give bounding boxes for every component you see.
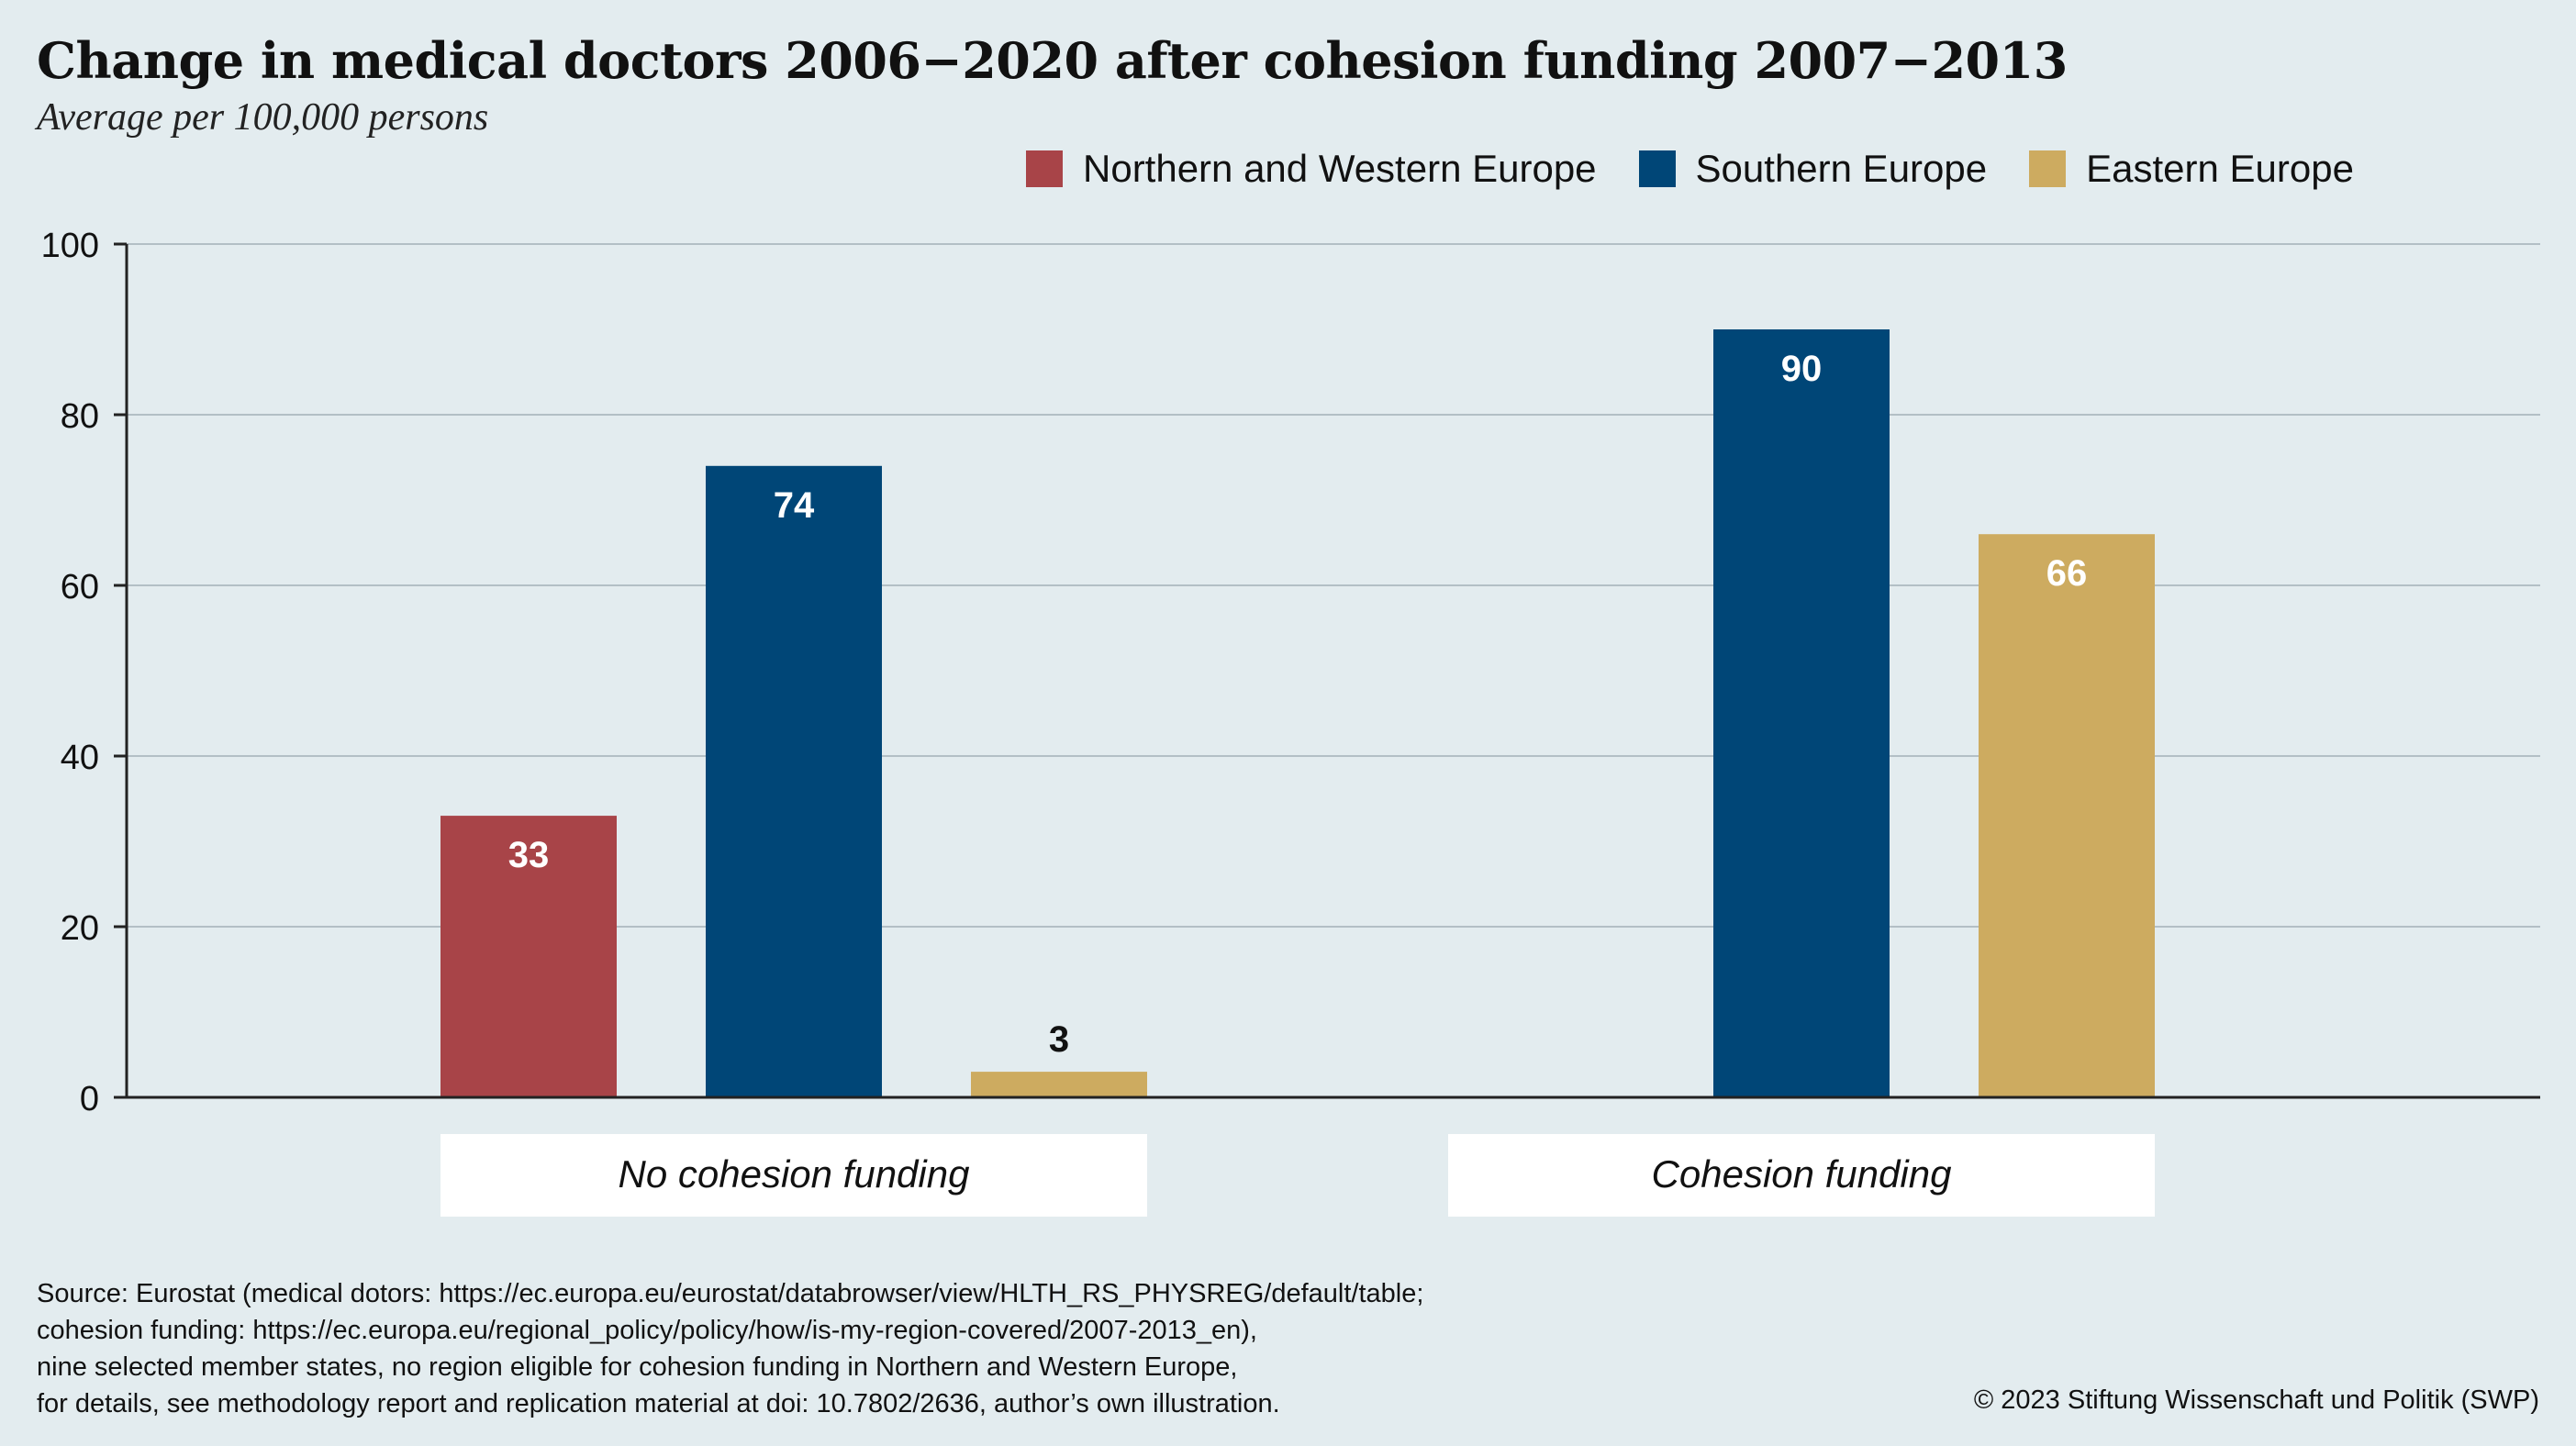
- legend-swatch-southern: [1638, 150, 1676, 187]
- bar-chart: 0 20 40 60 80 100 33 74 3 No cohesion funding 90 66…: [41, 227, 2540, 1217]
- data-label: 90: [1781, 349, 1823, 389]
- y-tick-label: 60: [61, 568, 99, 606]
- y-tick-label: 80: [61, 397, 99, 436]
- legend: Northern and Western Europe Southern Eur…: [1026, 147, 2396, 191]
- bar: [1713, 329, 1890, 1097]
- bar: [440, 816, 617, 1097]
- x-tick-label: Cohesion funding: [1652, 1152, 1952, 1196]
- category-label-box: [1448, 1134, 2155, 1217]
- source-line: cohesion funding: https://ec.europa.eu/r…: [37, 1316, 1257, 1345]
- y-tick-label: 40: [61, 739, 99, 777]
- category-label-box: [440, 1134, 1147, 1217]
- legend-item-northern-western: Northern and Western Europe: [1026, 147, 1597, 191]
- chart-subtitle: Average per 100,000 persons: [37, 96, 489, 139]
- legend-label-southern: Southern Europe: [1695, 147, 1988, 190]
- bar: [1979, 534, 2155, 1097]
- y-tick-label: 100: [41, 227, 99, 265]
- legend-swatch-northern-western: [1026, 150, 1063, 187]
- data-label: 33: [508, 835, 550, 875]
- legend-swatch-eastern: [2029, 150, 2067, 187]
- source-line: Source: Eurostat (medical dotors: https:…: [37, 1279, 1424, 1308]
- bar: [971, 1072, 1147, 1097]
- data-label: 3: [1049, 1019, 1069, 1060]
- data-label: 74: [774, 485, 815, 526]
- source-line: for details, see methodology report and …: [37, 1389, 1280, 1418]
- y-tick-label: 20: [61, 909, 99, 948]
- legend-label-northern-western: Northern and Western Europe: [1083, 147, 1597, 190]
- chart-title: Change in medical doctors 2006−2020 afte…: [37, 31, 2068, 90]
- copyright: © 2023 Stiftung Wissenschaft und Politik…: [1973, 1385, 2539, 1415]
- source-note: Source: Eurostat (medical dotors: https:…: [37, 1275, 1780, 1422]
- data-label: 66: [2046, 553, 2088, 594]
- source-line: nine selected member states, no region e…: [37, 1352, 1238, 1382]
- legend-item-southern: Southern Europe: [1638, 147, 1988, 191]
- x-tick-label: No cohesion funding: [619, 1152, 970, 1196]
- legend-item-eastern: Eastern Europe: [2029, 147, 2354, 191]
- bar: [706, 465, 882, 1097]
- legend-label-eastern: Eastern Europe: [2086, 147, 2354, 190]
- y-tick-label: 0: [80, 1080, 99, 1118]
